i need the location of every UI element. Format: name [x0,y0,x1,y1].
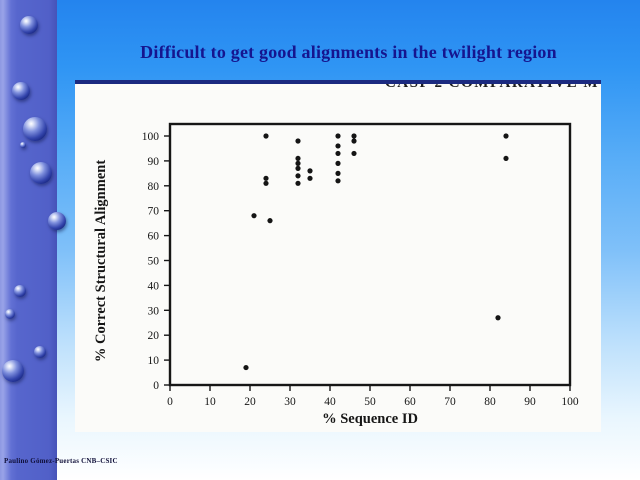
x-tick-label: 10 [204,396,216,408]
plot-frame [168,122,572,387]
data-point [503,155,509,162]
x-tick-label: 60 [404,396,416,408]
scatter-plot: 0 10 20 30 40 50 60 70 80 90 100 0 10 20 30 40 50 60 70 80 9… [93,122,579,427]
data-point [335,150,341,157]
data-point [503,133,509,139]
data-point [263,180,269,186]
sidebar-decoration [0,0,66,480]
y-tick-label: 90 [148,156,160,168]
x-tick-label: 0 [167,396,173,408]
y-tick-label: 70 [148,206,160,218]
water-droplet-icon [20,142,26,148]
y-tick-label: 40 [148,280,160,292]
data-point [295,173,301,179]
y-tick-label: 10 [148,355,160,367]
data-point [351,138,357,144]
data-point [295,160,301,166]
x-tick-label: 50 [364,396,376,408]
y-tick-label: 100 [142,131,160,143]
x-tick-label: 100 [561,396,579,408]
footer-credit: Paulino Gómez-Puertas CNB–CSIC [4,457,118,465]
y-axis-label: % Correct Structural Alignment [93,160,109,362]
data-point [251,213,257,219]
x-tick-label: 80 [484,396,496,408]
water-droplet-icon [20,16,38,34]
water-droplet-icon [5,309,15,319]
x-tick-label: 90 [524,396,536,408]
x-tick-label: 20 [244,396,256,408]
water-droplet-icon [23,117,47,141]
data-point [263,175,269,181]
y-tick-label: 80 [148,181,160,193]
data-point [495,315,501,321]
y-tick-label: 20 [148,330,160,342]
y-tick-label: 60 [148,231,160,243]
data-point [295,165,301,171]
data-point [335,133,341,139]
scan-image-panel: CASP 2 COMPARATIVE M 0 10 20 30 40 50 60 70 80 90… [75,80,601,432]
data-point [295,155,301,162]
water-droplet-icon [14,285,26,297]
data-point [335,143,341,149]
x-tick-label: 70 [444,396,456,408]
data-point [267,218,273,224]
data-point [307,168,313,174]
water-droplet-icon [30,162,52,184]
x-axis-label: % Sequence ID [322,411,418,427]
x-tick-label: 40 [324,396,336,408]
water-droplet-icon [12,82,30,100]
water-droplet-icon [34,346,46,358]
data-point [263,133,269,139]
data-point [295,180,301,186]
data-point [351,150,357,157]
y-tick-label: 0 [153,380,159,392]
water-droplet-icon [48,212,66,230]
data-point [351,133,357,139]
data-point [243,364,249,371]
clipped-chart-header: CASP 2 COMPARATIVE M [384,80,599,91]
slide-title: Difficult to get good alignments in the … [140,42,557,62]
data-point [335,160,341,166]
data-point [335,178,341,184]
data-point [295,138,301,144]
x-tick-label: 30 [284,396,296,408]
y-tick-label: 50 [148,256,160,268]
y-tick-label: 30 [148,305,160,317]
data-point [307,175,313,181]
data-point [335,170,341,176]
water-droplet-icon [2,360,24,382]
